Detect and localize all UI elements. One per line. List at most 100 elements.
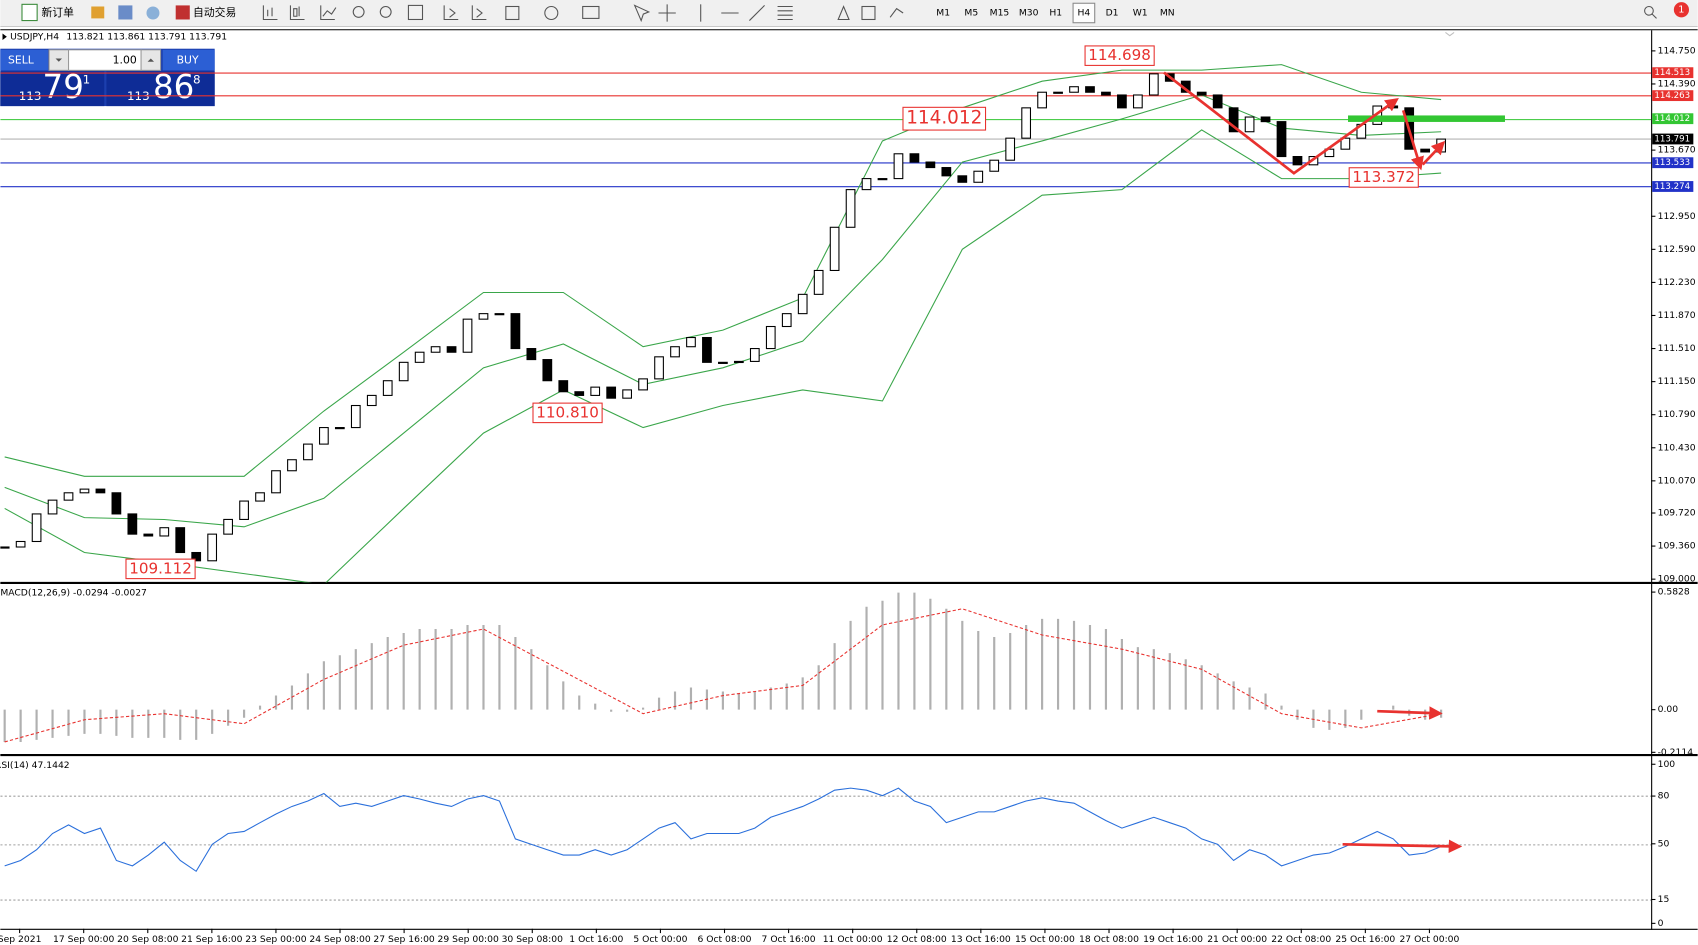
candle: [733, 360, 744, 364]
x-tick-label: 21 Sep 16:00: [181, 934, 242, 945]
timeframe-button[interactable]: M15: [990, 7, 1010, 18]
rsi-plot: [0, 787, 1652, 901]
y-tick-label: 114.750: [1658, 45, 1696, 56]
toolbar-icon[interactable]: [91, 6, 105, 19]
candle: [462, 318, 473, 353]
timeframe-button[interactable]: M30: [1019, 7, 1039, 18]
level-box: [1652, 67, 1694, 79]
y-tick-label: 110.070: [1658, 475, 1696, 486]
y-tick-label: 112.950: [1658, 211, 1696, 222]
candle: [765, 325, 776, 350]
annotation-box: [532, 402, 603, 424]
candle: [606, 386, 617, 399]
candle: [95, 488, 106, 494]
level-box: [1652, 157, 1694, 169]
x-tick-label: 13 Oct 16:00: [951, 934, 1011, 945]
x-tick-label: 23 Sep 00:00: [245, 934, 306, 945]
candle: [989, 159, 1000, 172]
candle: [31, 513, 42, 543]
buy-price-box[interactable]: [106, 71, 215, 107]
timeframe-button[interactable]: MN: [1160, 7, 1175, 18]
candle: [319, 427, 329, 445]
candle: [1101, 91, 1111, 96]
candle: [670, 346, 680, 358]
y-tick-label: 111.870: [1658, 310, 1696, 321]
new-order-icon[interactable]: [21, 3, 38, 22]
sell-price-box[interactable]: [0, 71, 105, 107]
y-tick-label: 111.510: [1658, 343, 1696, 354]
y-tick-label: 114.390: [1658, 78, 1696, 89]
x-tick-label: 24 Sep 08:00: [309, 934, 370, 945]
candle: [1260, 116, 1271, 123]
y-tick-label: 50: [1658, 838, 1670, 849]
timeframe-button[interactable]: W1: [1133, 7, 1148, 18]
candle: [1420, 148, 1431, 153]
candle: [1053, 91, 1063, 94]
candle: [47, 499, 58, 515]
rsi-arrow: [1342, 839, 1463, 854]
candle: [686, 336, 696, 348]
candle: [191, 551, 202, 562]
candle: [1196, 91, 1207, 96]
y-tick-label: 111.150: [1658, 376, 1696, 387]
candle: [63, 492, 74, 501]
x-tick-label: 6 Oct 08:00: [697, 934, 751, 945]
candle: [718, 361, 728, 364]
candle: [398, 361, 409, 382]
timeframe-button[interactable]: M1: [936, 7, 950, 18]
sell-button[interactable]: [0, 49, 48, 71]
candle: [749, 348, 760, 362]
y-tick-label: 0: [1658, 918, 1664, 929]
timeframe-button[interactable]: M5: [964, 7, 978, 18]
price-annotation: 114.012: [906, 108, 982, 129]
level-box: [1652, 90, 1694, 102]
new-order-button[interactable]: 新订单: [41, 5, 74, 19]
level-box: [1652, 181, 1694, 192]
candle: [973, 170, 984, 183]
candle: [781, 313, 792, 328]
one-click-trading: SELL 1.00 BUY 113 79 1 113 86 8: [0, 48, 215, 107]
timeframe-button[interactable]: D1: [1106, 7, 1119, 18]
y-tick-label: 100: [1658, 759, 1676, 770]
candle: [797, 293, 808, 315]
candle: [909, 153, 920, 163]
x-tick-label: 18 Oct 08:00: [1079, 934, 1139, 945]
y-tick-label: 109.000: [1658, 574, 1696, 585]
notification-count: 1: [1678, 5, 1684, 16]
notification-badge[interactable]: [1673, 2, 1689, 18]
sell-fraction: 1: [83, 73, 91, 87]
lot-value[interactable]: 1.00: [113, 54, 137, 67]
auto-trading-icon[interactable]: [175, 5, 190, 20]
candle: [15, 540, 26, 548]
buy-button[interactable]: [162, 49, 215, 71]
x-tick-label: 7 Oct 16:00: [762, 934, 816, 945]
sell-label[interactable]: SELL: [8, 54, 34, 67]
candle: [1005, 137, 1016, 161]
candle: [1037, 91, 1047, 109]
timeframe-bar: M1 M5 M15 M30 H1 H4 D1 W1 MN: [936, 7, 1174, 18]
x-tick-label: 27 Sep 16:00: [373, 934, 434, 945]
macd-signal: [4, 608, 1442, 743]
toolbar-icon[interactable]: [146, 6, 160, 20]
timeframe-button[interactable]: H1: [1049, 7, 1062, 18]
candle: [1148, 73, 1159, 96]
candle: [223, 518, 233, 535]
price-annotation: 110.810: [536, 403, 599, 421]
auto-trading-button[interactable]: 自动交易: [193, 5, 236, 19]
candle: [1388, 105, 1399, 109]
toolbar-icon[interactable]: [118, 5, 133, 20]
candle: [255, 492, 265, 502]
candle: [239, 500, 249, 520]
y-tick-label: 109.360: [1658, 541, 1696, 552]
toolbar-tools[interactable]: [262, 4, 1657, 23]
candle: [1276, 121, 1287, 158]
candle: [175, 527, 186, 554]
candle: [702, 336, 712, 363]
level-label: 114.513: [1654, 68, 1690, 78]
buy-label[interactable]: BUY: [177, 54, 199, 67]
candle: [957, 175, 968, 183]
annotations: 114.698 114.012 110.810 109.112 113.372: [125, 45, 1419, 580]
candle: [494, 313, 505, 316]
timeframe-button[interactable]: H4: [1078, 7, 1091, 18]
